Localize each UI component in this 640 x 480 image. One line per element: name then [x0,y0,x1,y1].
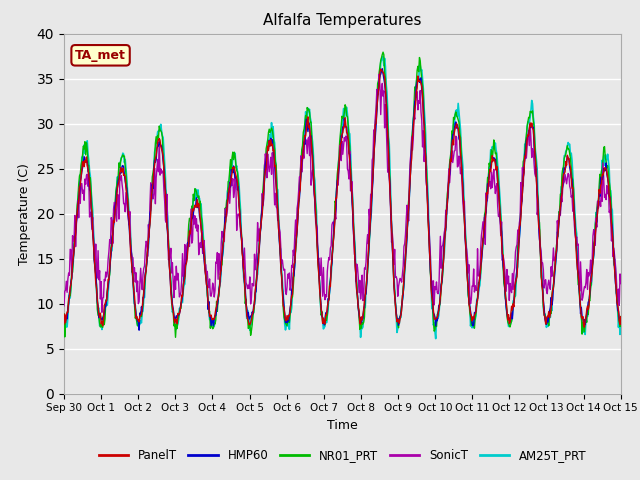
X-axis label: Time: Time [327,419,358,432]
Text: TA_met: TA_met [75,49,126,62]
Legend: PanelT, HMP60, NR01_PRT, SonicT, AM25T_PRT: PanelT, HMP60, NR01_PRT, SonicT, AM25T_P… [94,444,591,467]
Title: Alfalfa Temperatures: Alfalfa Temperatures [263,13,422,28]
Y-axis label: Temperature (C): Temperature (C) [18,163,31,264]
